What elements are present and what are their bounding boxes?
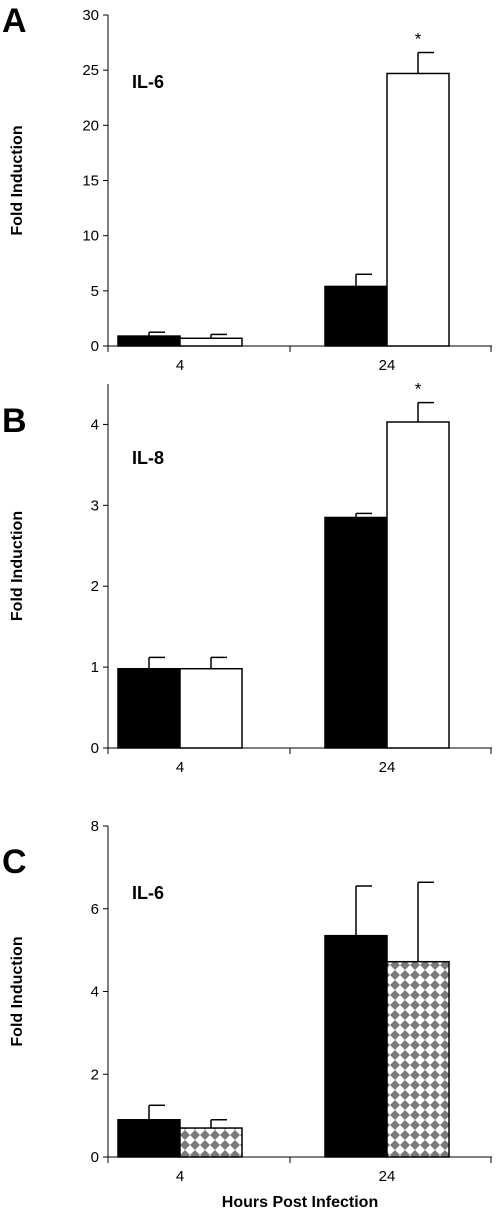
y-tick-label: 4 [91,416,99,433]
y-tick-label: 6 [91,901,99,918]
bar [179,667,243,749]
bar [117,335,181,347]
cytokine-label: IL-6 [132,72,164,92]
significance-marker: * [415,380,422,399]
x-tick-label: 4 [176,759,184,776]
bar [324,934,388,1158]
bar [324,285,388,347]
x-tick-label: 4 [176,1168,184,1185]
bar [179,1127,243,1158]
bar [386,72,450,347]
y-tick-label: 5 [91,283,99,300]
bar [117,667,181,749]
y-tick-label: 30 [82,7,99,24]
panel-letter: C [2,843,27,881]
bar [386,421,450,749]
bar [324,516,388,749]
cytokine-label: IL-8 [132,448,164,468]
y-tick-label: 0 [91,740,99,757]
x-tick-label: 4 [176,357,184,374]
bar [179,337,243,347]
panel-letter: A [2,2,27,40]
y-tick-label: 1 [91,659,99,676]
chart-panel-b: B 0 1 2 3 4 4 24 Fold Induction IL-8 * [2,380,492,776]
y-tick-label: 2 [91,578,99,595]
y-tick-label: 0 [91,338,99,355]
x-axis-title: Hours Post Infection [222,1194,378,1211]
bar [386,960,450,1158]
y-tick-label: 8 [91,818,99,835]
significance-marker: * [415,30,422,49]
x-tick-label: 24 [379,759,396,776]
bar [117,1119,181,1158]
y-axis-title: Fold Induction [9,936,26,1046]
y-tick-label: 20 [82,117,99,134]
x-tick-label: 24 [379,1168,396,1185]
y-tick-label: 2 [91,1066,99,1083]
y-tick-label: 0 [91,1149,99,1166]
y-tick-label: 4 [91,984,99,1001]
cytokine-label: IL-6 [132,883,164,903]
y-tick-label: 3 [91,497,99,514]
y-tick-label: 15 [82,173,99,190]
y-axis-title: Fold Induction [9,511,26,621]
y-axis-title: Fold Induction [9,125,26,235]
chart-panel-a: A 0 5 10 15 20 25 30 4 24 Fold Induction IL-6 * [2,2,492,374]
x-tick-label: 24 [379,357,396,374]
y-tick-label: 25 [82,62,99,79]
y-tick-label: 10 [82,228,99,245]
panel-letter: B [2,402,27,440]
